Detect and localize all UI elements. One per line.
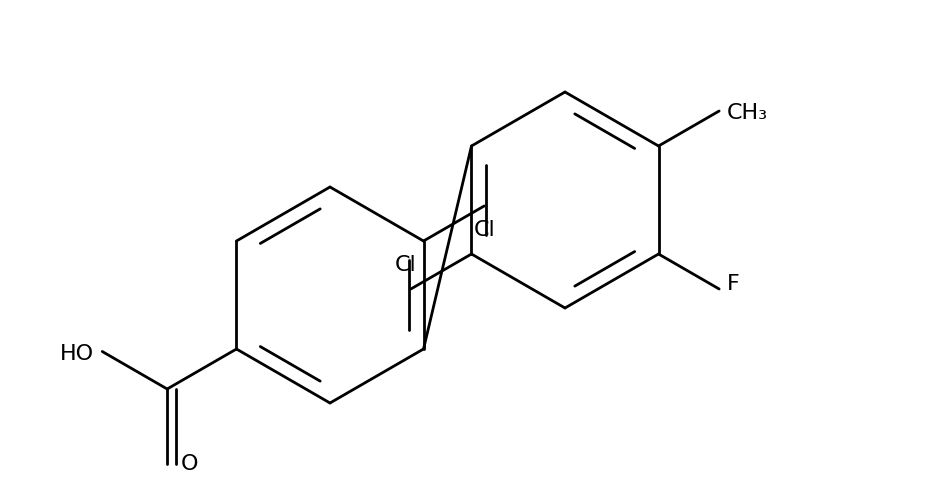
Text: Cl: Cl (473, 220, 495, 240)
Text: HO: HO (60, 343, 94, 364)
Text: Cl: Cl (395, 255, 416, 275)
Text: O: O (181, 454, 199, 474)
Text: F: F (727, 274, 739, 294)
Text: CH₃: CH₃ (727, 103, 769, 123)
